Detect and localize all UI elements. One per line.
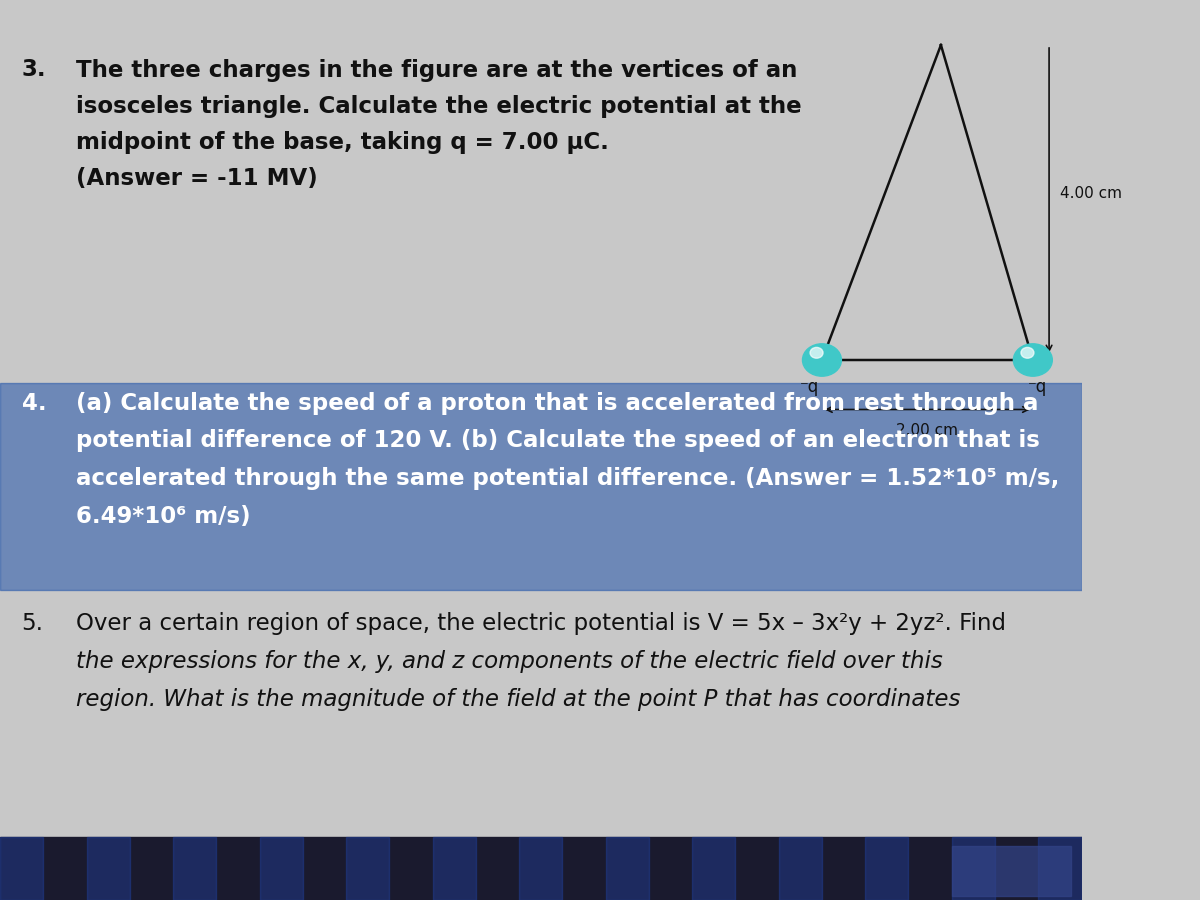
Bar [865, 837, 908, 900]
Bar [346, 837, 389, 900]
Text: The three charges in the figure are at the vertices of an: The three charges in the figure are at t… [76, 58, 797, 82]
Text: 4.00 cm: 4.00 cm [1060, 186, 1122, 201]
Bar [952, 846, 1070, 896]
Bar [433, 837, 476, 900]
Text: 4.: 4. [22, 392, 47, 415]
Bar [0, 837, 1081, 900]
Text: 3.: 3. [22, 58, 47, 82]
Circle shape [1013, 344, 1052, 376]
Text: (a) Calculate the speed of a proton that is accelerated from rest through a: (a) Calculate the speed of a proton that… [76, 392, 1038, 415]
Circle shape [1021, 347, 1034, 358]
Bar [0, 837, 43, 900]
Text: isosceles triangle. Calculate the electric potential at the: isosceles triangle. Calculate the electr… [76, 94, 802, 118]
Bar [779, 837, 822, 900]
Bar [86, 837, 130, 900]
Text: accelerated through the same potential difference. (Answer = 1.52*10⁵ m/s,: accelerated through the same potential d… [76, 467, 1060, 491]
Text: region. What is the magnitude of the field at the point P that has coordinates: region. What is the magnitude of the fie… [76, 688, 960, 711]
Bar [606, 837, 649, 900]
Text: (Answer = -11 MV): (Answer = -11 MV) [76, 166, 318, 190]
Bar [692, 837, 736, 900]
Text: potential difference of 120 V. (b) Calculate the speed of an electron that is: potential difference of 120 V. (b) Calcu… [76, 429, 1039, 453]
Bar [952, 837, 995, 900]
Text: midpoint of the base, taking q = 7.00 μC.: midpoint of the base, taking q = 7.00 μC… [76, 130, 608, 154]
Text: the expressions for the x, y, and z components of the electric field over this: the expressions for the x, y, and z comp… [76, 650, 942, 673]
Text: Over a certain region of space, the electric potential is V = 5x – 3x²y + 2yz². : Over a certain region of space, the elec… [76, 612, 1006, 635]
Text: 5.: 5. [22, 612, 43, 635]
Bar [1038, 837, 1081, 900]
Bar [520, 837, 563, 900]
Text: ⁻q: ⁻q [800, 378, 820, 396]
Text: ⁻q: ⁻q [1027, 378, 1046, 396]
Bar [173, 837, 216, 900]
Text: 2.00 cm: 2.00 cm [896, 423, 959, 438]
Circle shape [803, 344, 841, 376]
Text: 6.49*10⁶ m/s): 6.49*10⁶ m/s) [76, 505, 251, 528]
Bar [0, 382, 1081, 590]
Bar [259, 837, 302, 900]
Circle shape [810, 347, 823, 358]
